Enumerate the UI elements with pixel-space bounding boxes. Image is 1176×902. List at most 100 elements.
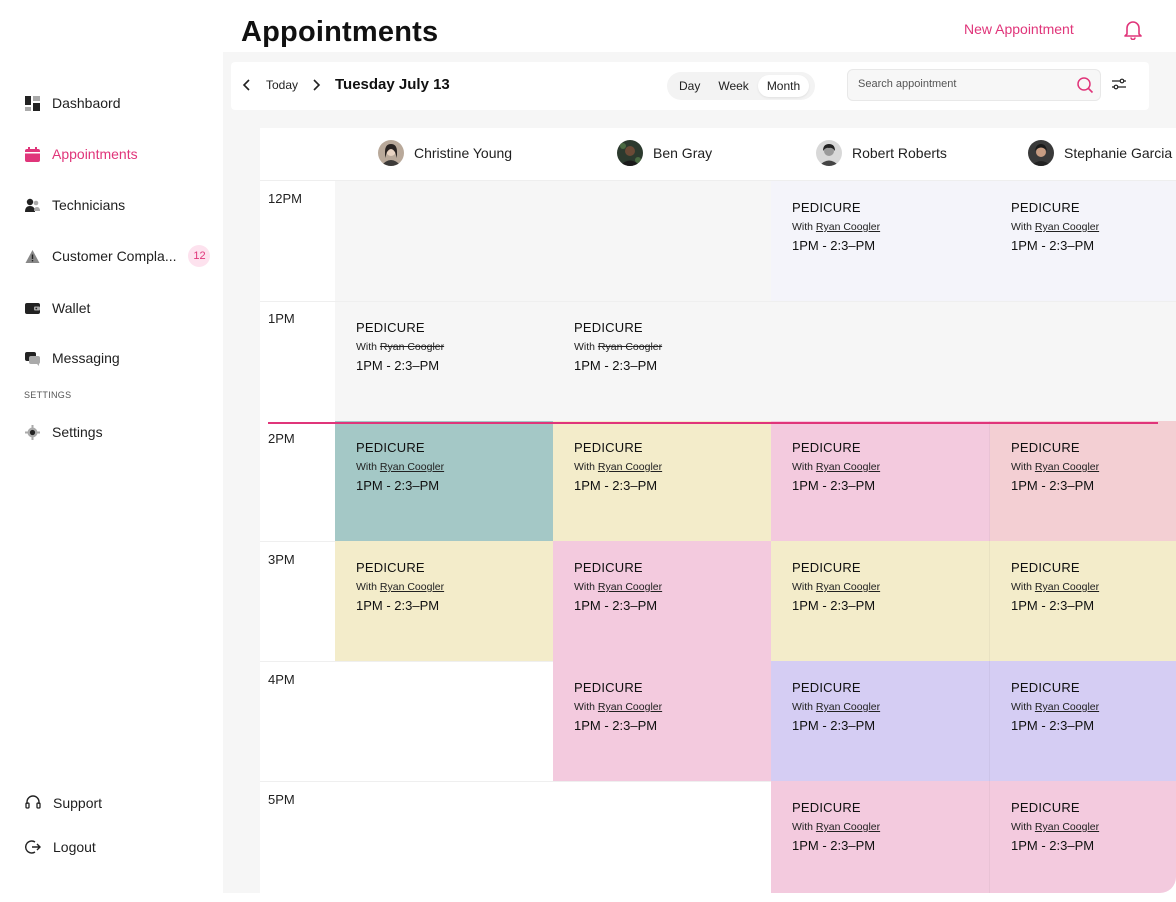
appointment-time: 1PM - 2:3–PM xyxy=(792,238,876,253)
appointment-service: PEDICURE xyxy=(792,560,861,575)
client-link[interactable]: Ryan Coogler xyxy=(379,581,445,593)
appointment-with: With Ryan Coogler xyxy=(792,221,990,233)
settings-section-label: SETTINGS xyxy=(24,390,72,400)
bell-icon[interactable] xyxy=(1124,20,1144,41)
sidebar-item-label: Appointments xyxy=(52,146,138,162)
view-month-button[interactable]: Month xyxy=(757,75,810,97)
client-link[interactable]: Ryan Coogler xyxy=(379,461,445,473)
appointment-service: PEDICURE xyxy=(356,560,425,575)
next-day-button[interactable] xyxy=(307,76,325,94)
appointment-with: With Ryan Coogler xyxy=(574,581,771,593)
client-link[interactable]: Ryan Coogler xyxy=(815,581,881,593)
appointment-card[interactable]: PEDICURE With Ryan Coogler 1PM - 2:3–PM xyxy=(771,781,990,893)
client-link[interactable]: Ryan Coogler xyxy=(815,461,881,473)
appointment-with: With Ryan Coogler xyxy=(574,341,771,353)
time-label: 5PM xyxy=(268,792,295,807)
technician-robert-roberts[interactable]: Robert Roberts xyxy=(816,140,947,166)
client-link[interactable]: Ryan Coogler xyxy=(815,701,881,713)
search-input[interactable] xyxy=(856,77,1070,91)
appointment-with: With Ryan Coogler xyxy=(574,461,771,473)
with-prefix: With xyxy=(356,461,377,473)
client-link[interactable]: Ryan Coogler xyxy=(379,341,445,353)
client-link[interactable]: Ryan Coogler xyxy=(1034,821,1100,833)
previous-day-button[interactable] xyxy=(238,76,256,94)
appointment-card[interactable]: PEDICURE With Ryan Coogler 1PM - 2:3–PM xyxy=(553,541,771,661)
sidebar-item-settings[interactable]: Settings xyxy=(24,420,103,444)
technician-name: Robert Roberts xyxy=(852,145,947,161)
appointment-card[interactable]: PEDICURE With Ryan Coogler 1PM - 2:3–PM xyxy=(335,541,553,661)
appointment-service: PEDICURE xyxy=(792,440,861,455)
appointment-time: 1PM - 2:3–PM xyxy=(1011,598,1095,613)
appointment-card[interactable]: PEDICURE With Ryan Coogler 1PM - 2:3–PM xyxy=(990,541,1176,661)
appointment-time: 1PM - 2:3–PM xyxy=(356,478,440,493)
sidebar-item-wallet[interactable]: Wallet xyxy=(24,296,90,320)
technician-ben-gray[interactable]: Ben Gray xyxy=(617,140,712,166)
with-prefix: With xyxy=(792,581,813,593)
appointment-card[interactable]: PEDICURE With Ryan Coogler 1PM - 2:3–PM xyxy=(990,421,1176,541)
technician-header: Christine Young Ben Gray Robert Roberts … xyxy=(260,128,1176,181)
client-link[interactable]: Ryan Coogler xyxy=(1034,461,1100,473)
warning-icon xyxy=(24,248,40,264)
appointment-with: With Ryan Coogler xyxy=(792,701,990,713)
appointment-with: With Ryan Coogler xyxy=(1011,221,1176,233)
appointment-card[interactable]: PEDICURE With Ryan Coogler 1PM - 2:3–PM xyxy=(335,421,553,541)
view-day-button[interactable]: Day xyxy=(679,79,701,93)
appointment-card[interactable]: PEDICURE With Ryan Coogler 1PM - 2:3–PM xyxy=(771,661,990,781)
appointment-card[interactable]: PEDICURE With Ryan Coogler 1PM - 2:3–PM xyxy=(771,181,990,301)
new-appointment-button[interactable]: New Appointment xyxy=(964,21,1074,37)
appointment-card[interactable]: PEDICURE With Ryan Coogler 1PM - 2:3–PM xyxy=(771,541,990,661)
with-prefix: With xyxy=(792,821,813,833)
sidebar-item-technicians[interactable]: Technicians xyxy=(24,193,125,217)
appointment-card[interactable]: PEDICURE With Ryan Coogler 1PM - 2:3–PM xyxy=(553,301,771,421)
appointment-card[interactable]: PEDICURE With Ryan Coogler 1PM - 2:3–PM xyxy=(553,421,771,541)
sidebar-item-complaints[interactable]: Customer Compla... 12 xyxy=(24,244,211,268)
appointment-service: PEDICURE xyxy=(1011,200,1080,215)
search-icon[interactable] xyxy=(1076,76,1094,94)
current-date: Tuesday July 13 xyxy=(335,76,450,93)
with-prefix: With xyxy=(574,701,595,713)
technician-christine-young[interactable]: Christine Young xyxy=(378,140,512,166)
appointment-card[interactable]: PEDICURE With Ryan Coogler 1PM - 2:3–PM xyxy=(335,301,553,421)
main-panel: Today Tuesday July 13 Day Week Month xyxy=(223,52,1176,893)
sidebar-item-appointments[interactable]: Appointments xyxy=(24,142,138,166)
client-link[interactable]: Ryan Coogler xyxy=(597,581,663,593)
client-link[interactable]: Ryan Coogler xyxy=(1034,221,1100,233)
appointment-time: 1PM - 2:3–PM xyxy=(574,358,658,373)
client-link[interactable]: Ryan Coogler xyxy=(1034,581,1100,593)
view-week-button[interactable]: Week xyxy=(718,79,749,93)
empty-slot[interactable] xyxy=(335,181,771,301)
time-label: 2PM xyxy=(268,431,295,446)
appointment-card[interactable]: PEDICURE With Ryan Coogler 1PM - 2:3–PM xyxy=(990,181,1176,301)
client-link[interactable]: Ryan Coogler xyxy=(597,701,663,713)
sidebar-item-messaging[interactable]: Messaging xyxy=(24,346,120,370)
users-icon xyxy=(24,197,40,213)
slot-background xyxy=(771,181,1176,301)
appointment-service: PEDICURE xyxy=(574,560,643,575)
client-link[interactable]: Ryan Coogler xyxy=(815,221,881,233)
logout-link[interactable]: Logout xyxy=(25,835,96,859)
client-link[interactable]: Ryan Coogler xyxy=(597,341,663,353)
appointment-time: 1PM - 2:3–PM xyxy=(574,718,658,733)
appointment-card[interactable]: PEDICURE With Ryan Coogler 1PM - 2:3–PM xyxy=(990,661,1176,781)
appointment-card[interactable]: PEDICURE With Ryan Coogler 1PM - 2:3–PM xyxy=(553,661,771,781)
today-button[interactable]: Today xyxy=(266,78,299,92)
appointment-with: With Ryan Coogler xyxy=(574,701,771,713)
filter-icon[interactable] xyxy=(1111,77,1129,95)
headset-icon xyxy=(25,795,41,811)
sidebar-item-dashboard[interactable]: Dashbaord xyxy=(24,91,121,115)
support-link[interactable]: Support xyxy=(25,791,102,815)
client-link[interactable]: Ryan Coogler xyxy=(815,821,881,833)
appointment-card[interactable]: PEDICURE With Ryan Coogler 1PM - 2:3–PM xyxy=(771,421,990,541)
appointment-card[interactable]: PEDICURE With Ryan Coogler 1PM - 2:3–PM xyxy=(990,781,1176,893)
with-prefix: With xyxy=(356,581,377,593)
with-prefix: With xyxy=(1011,581,1032,593)
technician-stephanie-garcia[interactable]: Stephanie Garcia xyxy=(1028,140,1172,166)
view-switcher: Day Week Month xyxy=(667,72,815,100)
appointment-service: PEDICURE xyxy=(792,800,861,815)
appointment-time: 1PM - 2:3–PM xyxy=(792,838,876,853)
appointment-service: PEDICURE xyxy=(1011,440,1080,455)
support-label: Support xyxy=(53,795,103,811)
time-label: 12PM xyxy=(268,191,302,206)
client-link[interactable]: Ryan Coogler xyxy=(1034,701,1100,713)
client-link[interactable]: Ryan Coogler xyxy=(597,461,663,473)
